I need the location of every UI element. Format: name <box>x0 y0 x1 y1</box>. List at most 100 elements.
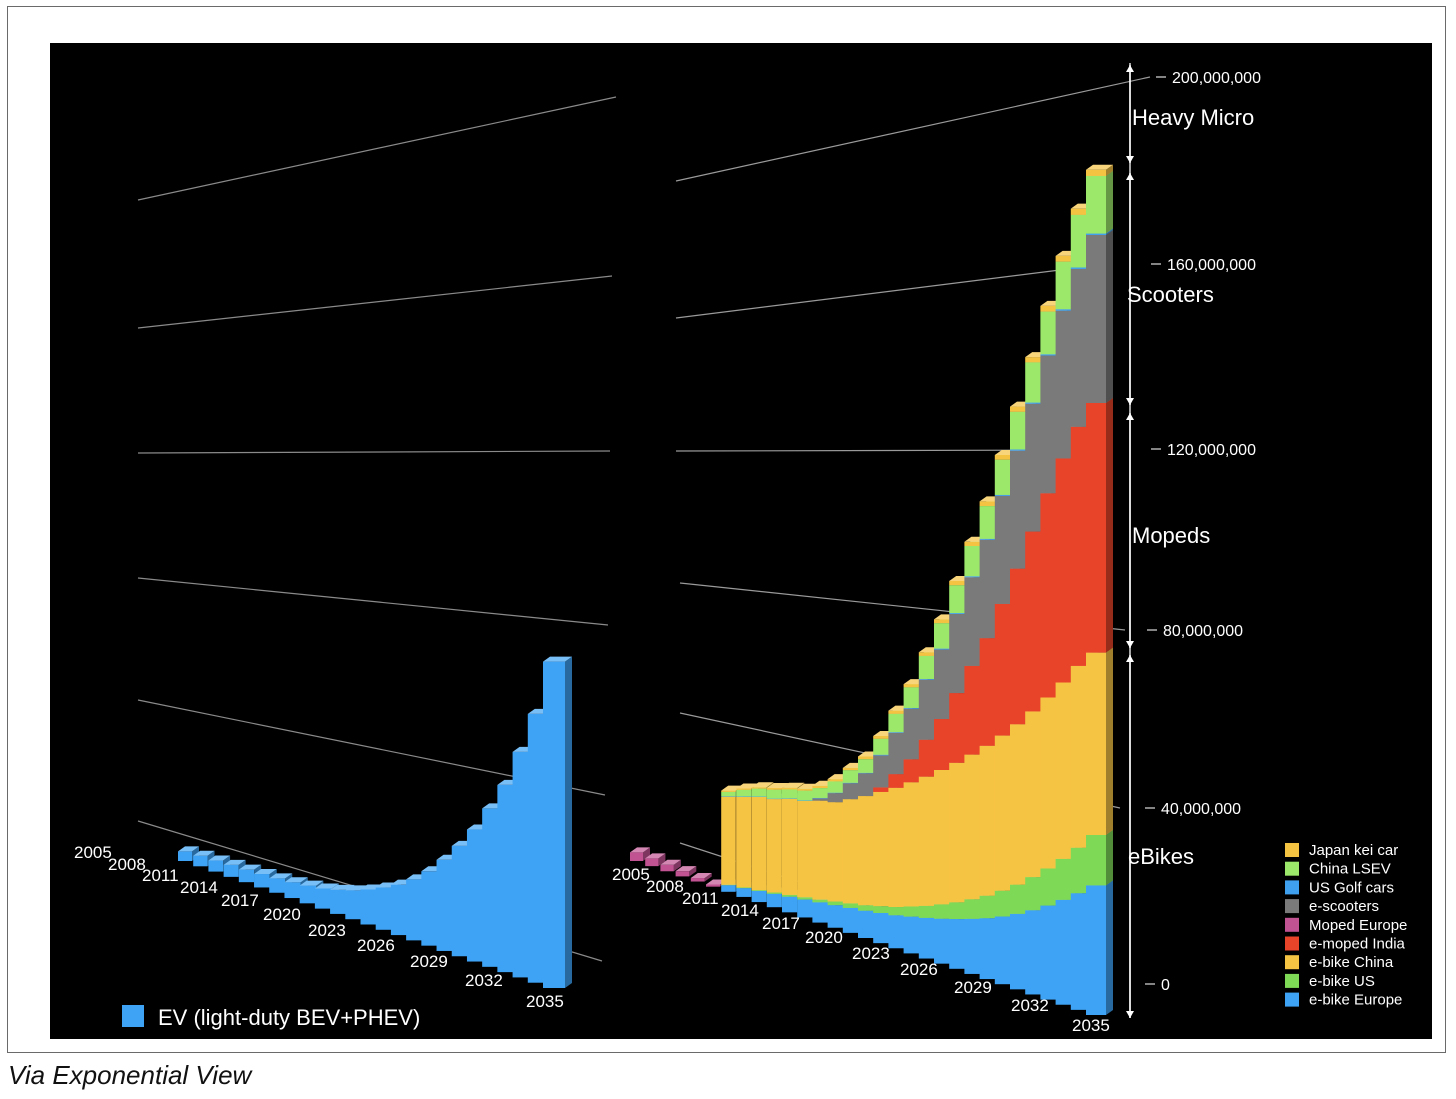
stack-us-golf-cars-2028-front <box>979 538 998 540</box>
legend-swatch <box>1285 899 1299 914</box>
ev-bar-2014-top <box>223 859 246 865</box>
stack-e-bike-europe-2024-front <box>918 917 937 959</box>
ev-bar-2012-front <box>193 855 208 867</box>
stack-e-bike-europe-2023-front <box>903 916 921 954</box>
ev-bar-2025-front <box>390 884 410 936</box>
stack-us-golf-cars-2034-front <box>1070 267 1091 269</box>
ev-bar-2022-front <box>345 890 363 920</box>
stack-japan-kei-car-2018-front <box>827 779 844 782</box>
stack-e-bike-us-2022-front <box>888 907 906 916</box>
stack-us-golf-cars-2031-front <box>1025 402 1045 404</box>
ev-bar-2020-top <box>314 883 339 889</box>
stack-japan-kei-car-2013-top <box>751 782 774 788</box>
stack-e-bike-china-2013-front <box>751 796 767 891</box>
stack-japan-kei-car-2022-front <box>888 710 906 714</box>
stack-japan-kei-car-2013-front <box>751 787 767 789</box>
stack-japan-kei-car-2029-front <box>994 454 1014 460</box>
right-gridline <box>675 76 1151 182</box>
legend-label: EV (light-duty BEV+PHEV) <box>158 1005 420 1030</box>
stack-japan-kei-car-2033-front <box>1055 255 1076 262</box>
stack-japan-kei-car-2032-front <box>1040 305 1060 312</box>
stack-e-bike-europe-2029-front <box>994 916 1014 985</box>
legend-item-moped-europe: Moped Europe <box>1285 917 1407 934</box>
stack-moped-europe-2007-top <box>660 859 681 865</box>
stack-china-lsev-2014-front <box>766 789 782 799</box>
stack-e-bike-europe-2035-side <box>1106 880 1113 1015</box>
right-year-tick-2029: 2029 <box>954 978 992 997</box>
y-tick-label-1: 160,000,000 <box>1167 257 1256 274</box>
stack-e-moped-india-2025-front <box>934 719 952 770</box>
stack-e-bike-china-2029-front <box>994 735 1014 891</box>
stack-e-bike-china-2021-front <box>873 791 890 907</box>
stack-china-lsev-2035 <box>1086 170 1113 234</box>
stack-china-lsev-2029-front <box>994 459 1014 495</box>
bracket-arrow-down <box>1126 156 1134 163</box>
right-year-tick-2005: 2005 <box>612 865 650 884</box>
stack-china-lsev-2032-front <box>1040 311 1060 355</box>
stack-e-moped-india-2033-front <box>1055 458 1076 683</box>
legend-label: e-moped India <box>1309 936 1406 953</box>
stack-japan-kei-car-2031-front <box>1025 357 1045 363</box>
left-year-tick-2011: 2011 <box>142 866 179 885</box>
bracket-arrow-up <box>1126 413 1134 420</box>
stack-e-scooters-2020-front <box>858 773 875 797</box>
stack-e-bike-europe-2022-front <box>888 915 906 949</box>
stack-e-bike-china-2033-front <box>1055 682 1076 859</box>
stack-e-moped-india-2030-front <box>1010 568 1029 725</box>
ev-bar-2035-side <box>565 656 572 988</box>
legend-swatch <box>1285 936 1299 951</box>
stack-e-bike-us-2031-front <box>1025 877 1045 911</box>
right-year-tick-2014: 2014 <box>721 901 759 920</box>
group-label-scooters: Scooters <box>1127 282 1214 307</box>
stack-e-moped-india-2027-front <box>964 665 983 755</box>
stack-japan-kei-car-2028-front <box>979 501 998 507</box>
legend-swatch <box>1285 917 1299 932</box>
stack-e-scooters-2017-front <box>812 798 829 801</box>
stack-e-moped-india-2029-front <box>994 603 1014 736</box>
stack-japan-kei-car-2016-front <box>797 788 813 791</box>
stack-japan-kei-car-2023-front <box>903 684 921 688</box>
stack-moped-europe-2008-top <box>675 866 697 872</box>
left-bars <box>178 656 572 988</box>
legend-item-us-golf-cars: US Golf cars <box>1285 879 1394 896</box>
stack-e-bike-us-2030-front <box>1010 884 1029 914</box>
ev-bar-2015-top <box>238 864 262 870</box>
ev-bar-2019-front <box>299 885 317 904</box>
stack-japan-kei-car-2017-front <box>812 785 829 789</box>
stack-e-bike-china-2024-front <box>918 776 937 906</box>
stack-japan-kei-car-2012-front <box>736 788 752 790</box>
right-year-tick-2032: 2032 <box>1011 996 1049 1015</box>
stack-us-golf-cars-2025-front <box>934 648 952 650</box>
left-year-tick-2023: 2023 <box>308 921 346 940</box>
stack-e-moped-india-2032-front <box>1040 493 1060 698</box>
ev-bar-2018-front <box>284 882 301 899</box>
right-year-tick-2023: 2023 <box>852 944 890 963</box>
stack-china-lsev-2035-side <box>1106 170 1113 234</box>
stack-china-lsev-2012-front <box>736 789 752 797</box>
stack-e-scooters-2018-front <box>827 793 844 803</box>
stack-e-moped-india-2035-front <box>1086 403 1106 653</box>
stack-e-bike-china-2035-front <box>1086 652 1106 835</box>
stack-moped-europe-2009 <box>690 873 712 882</box>
stack-japan-kei-car-2025-front <box>934 619 952 624</box>
stack-china-lsev-2020-front <box>858 759 875 773</box>
ev-bar-2023-front <box>360 889 379 925</box>
ev-bar-2016-front <box>254 874 270 888</box>
figure-frame: 2005 2008 2011 2014 2017 2020 2023 2026 2029 2032… <box>7 6 1446 1053</box>
legend-label: China LSEV <box>1309 861 1391 878</box>
stack-e-bike-europe-2019-front <box>842 907 860 933</box>
stack-e-moped-india-2035-side <box>1106 398 1113 653</box>
stack-moped-europe-2006-top <box>645 853 666 859</box>
left-year-tick-2032: 2032 <box>465 971 503 990</box>
legend-item-e-scooters: e-scooters <box>1285 898 1379 915</box>
stack-e-bike-us-2029-front <box>994 890 1014 917</box>
stack-moped-europe-2009-top <box>690 873 712 879</box>
stack-e-moped-india-2022-front <box>888 774 906 788</box>
right-year-tick-2008: 2008 <box>646 877 684 896</box>
stack-e-bike-europe-2031-front <box>1025 910 1045 995</box>
stack-e-bike-china-2027-front <box>964 754 983 900</box>
stack-japan-kei-car-2014-top <box>766 782 789 788</box>
left-year-tick-2017: 2017 <box>221 891 259 910</box>
legend-label: e-bike China <box>1309 954 1394 971</box>
stack-e-moped-india-2034-front <box>1070 426 1091 666</box>
